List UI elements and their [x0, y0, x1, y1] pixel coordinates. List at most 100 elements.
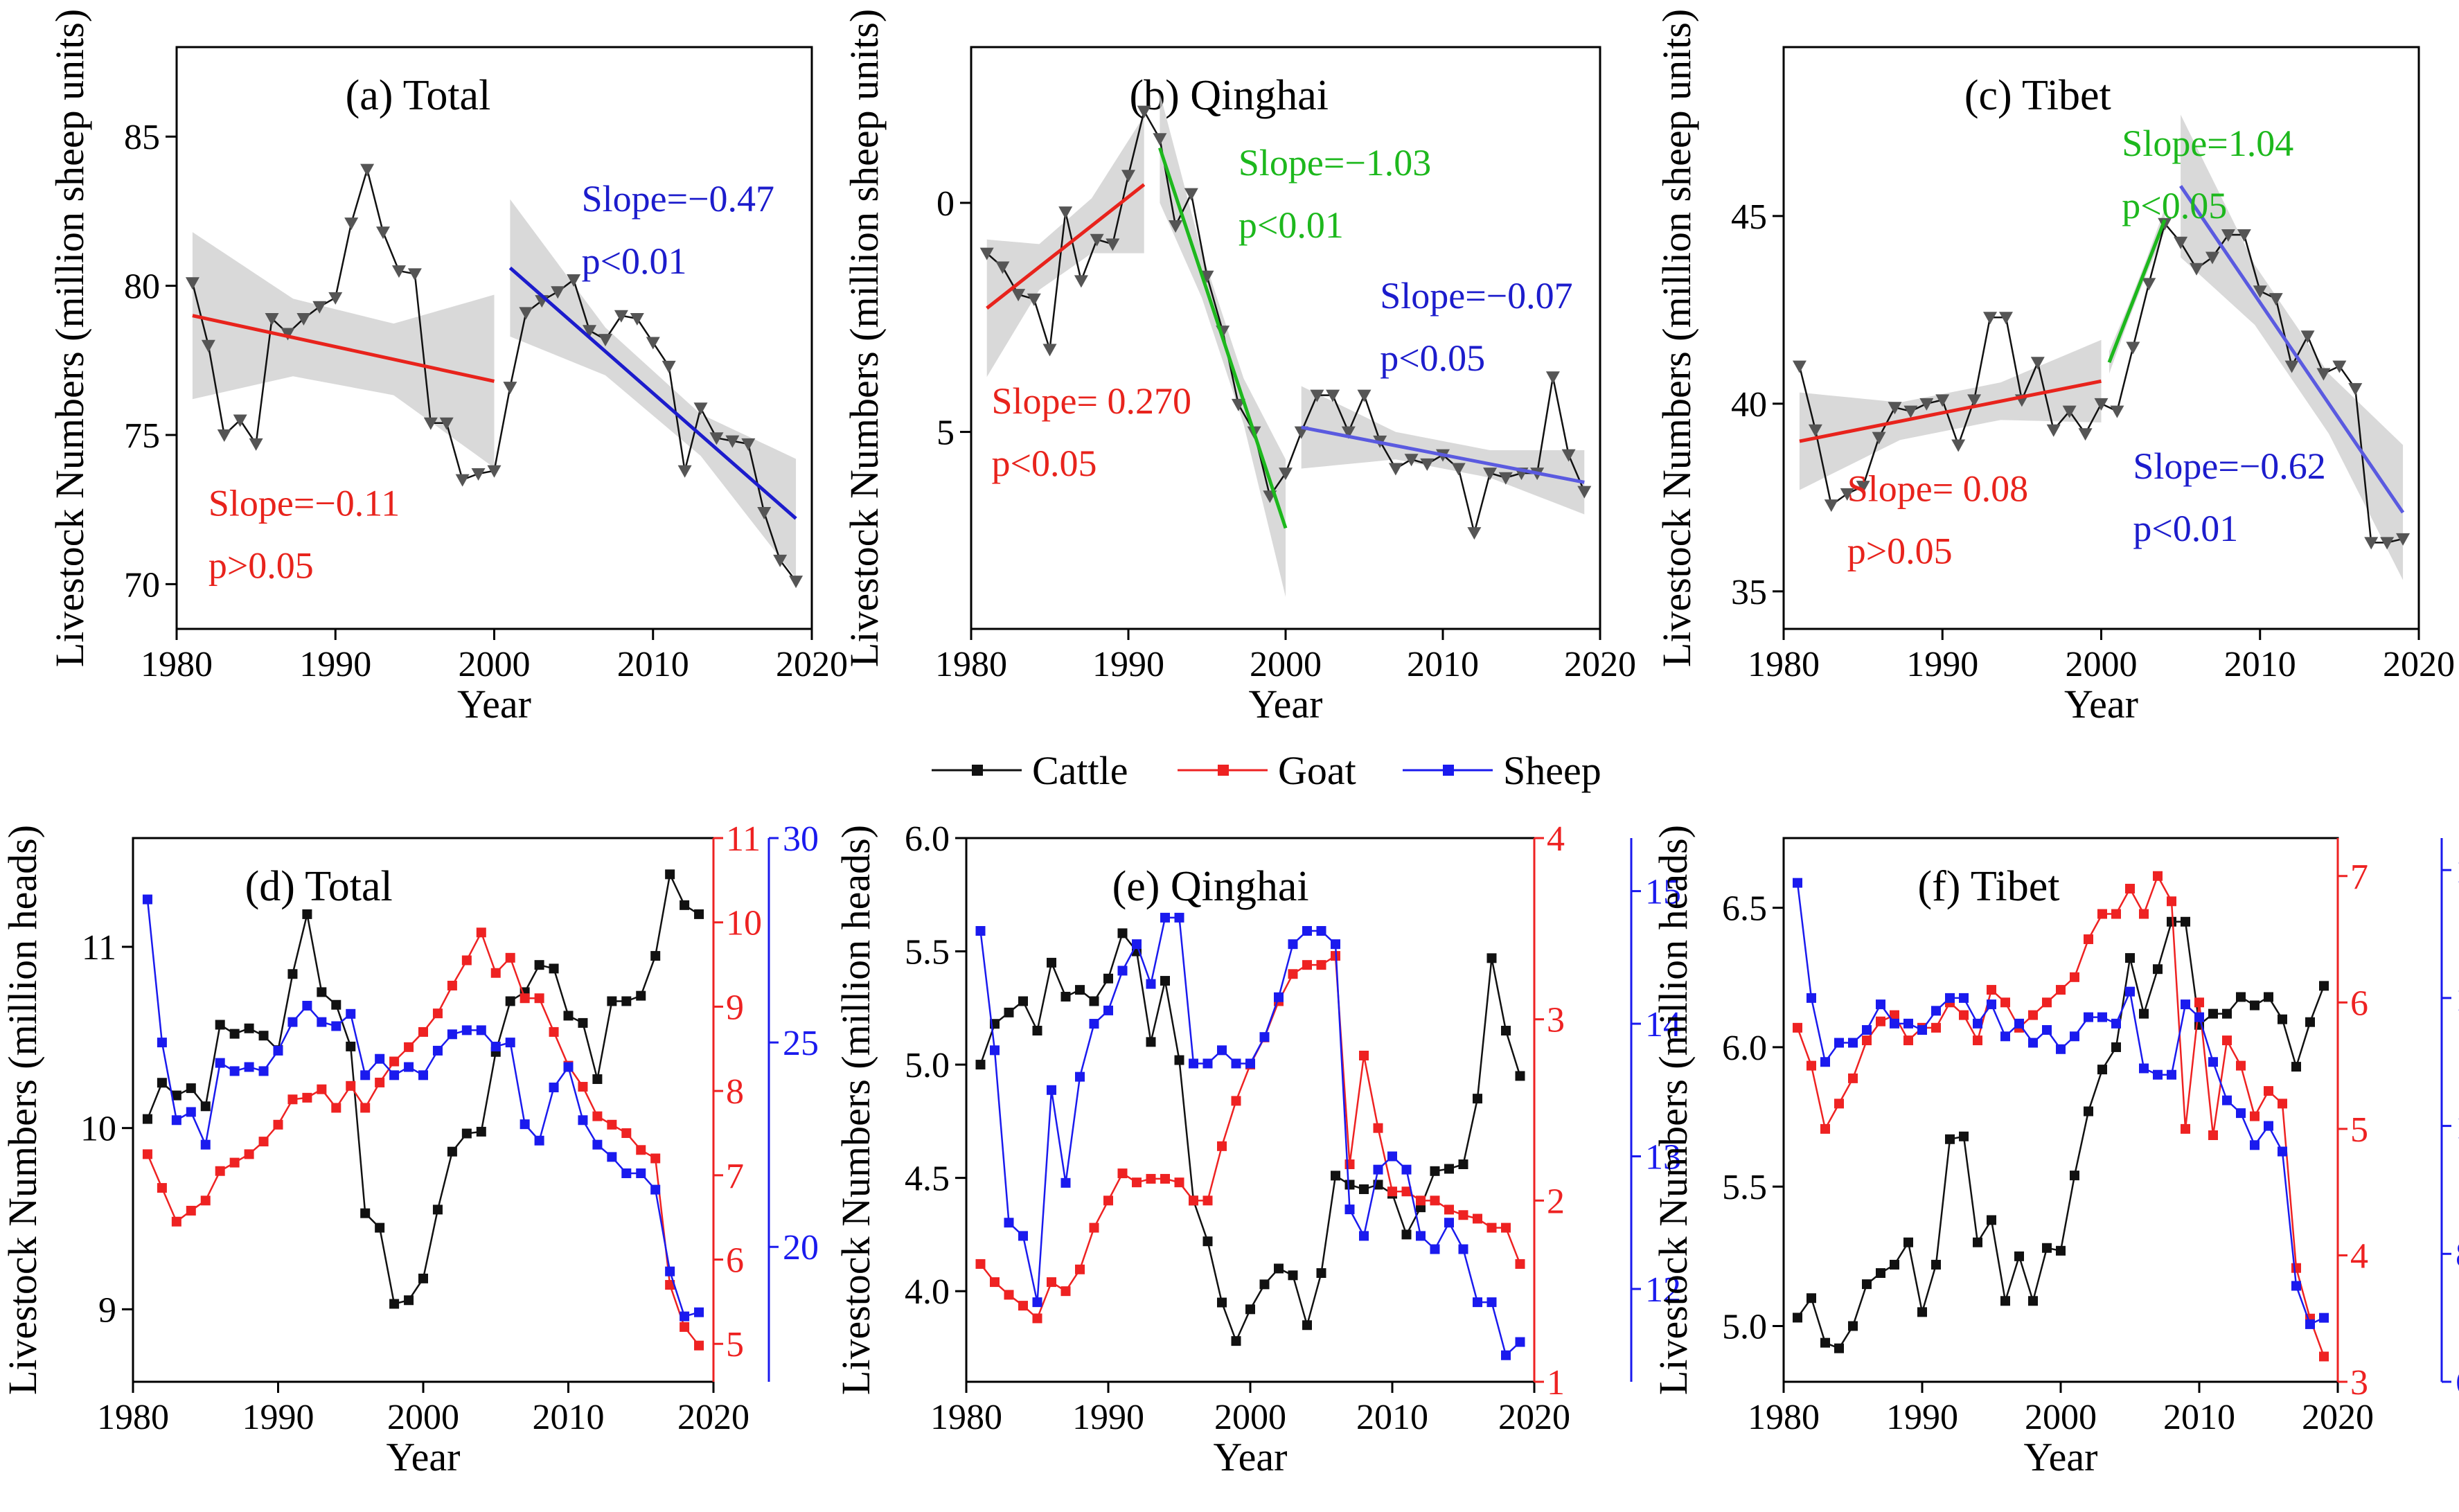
data-point-goat — [680, 1322, 690, 1332]
data-point-sheep — [1458, 1244, 1468, 1254]
y-axis-label: Livestock Numbers (million sheep units) — [47, 9, 92, 667]
data-point — [423, 417, 438, 430]
data-point-cattle — [1806, 1293, 1816, 1304]
chart-title: (d) Total — [245, 863, 393, 910]
data-point-cattle — [1231, 1336, 1241, 1346]
data-point-goat — [404, 1042, 414, 1052]
legend-label-goat: Goat — [1278, 748, 1356, 793]
data-point-cattle — [1890, 1259, 1899, 1270]
data-point-sheep — [1075, 1071, 1085, 1082]
goat-tick-label: 9 — [726, 988, 744, 1027]
data-point-cattle — [1931, 1259, 1941, 1270]
trend-line — [1158, 147, 1288, 529]
data-point-goat — [258, 1137, 269, 1147]
data-point-cattle — [1089, 996, 1099, 1006]
trend-line — [986, 183, 1146, 310]
data-point-sheep — [2084, 1012, 2093, 1022]
data-point-cattle — [1174, 1055, 1184, 1065]
data-point-cattle — [2084, 1106, 2093, 1117]
data-point-goat — [621, 1128, 632, 1138]
data-point-cattle — [346, 1041, 356, 1051]
goat-tick-label: 2 — [1547, 1182, 1565, 1221]
data-point-cattle — [2208, 1008, 2218, 1019]
data-point-sheep — [2070, 1031, 2079, 1042]
data-point-cattle — [2139, 1008, 2149, 1019]
data-point-sheep — [2125, 986, 2135, 997]
x-tick-label: 2010 — [617, 645, 689, 684]
goat-tick-label: 5 — [726, 1325, 744, 1364]
data-point-cattle — [1160, 976, 1170, 986]
data-point-goat — [360, 1103, 371, 1113]
x-tick-label: 2020 — [2383, 645, 2455, 684]
data-point-sheep — [171, 1115, 181, 1126]
data-point-goat — [2222, 1035, 2232, 1046]
data-point-sheep — [1987, 999, 1996, 1010]
data-point-goat — [244, 1149, 254, 1159]
data-point — [1483, 468, 1498, 481]
data-point-cattle — [389, 1299, 400, 1309]
data-point-goat — [215, 1166, 225, 1176]
series-line-cattle — [146, 871, 700, 1306]
goat-tick-label: 7 — [726, 1157, 744, 1196]
annotation-text: p<0.01 — [582, 240, 687, 282]
sheep-tick-label: 14 — [2456, 851, 2459, 891]
data-point — [1888, 402, 1902, 415]
data-point-cattle — [694, 909, 704, 919]
series-line-goat — [979, 954, 1521, 1320]
data-point-sheep — [1217, 1045, 1227, 1056]
data-point — [2142, 278, 2156, 291]
data-point-goat — [2278, 1099, 2287, 1109]
x-tick-label: 1980 — [1748, 645, 1820, 684]
x-tick-label: 1980 — [1748, 1398, 1820, 1437]
data-point — [662, 360, 676, 373]
x-tick-label: 2020 — [1498, 1398, 1570, 1437]
data-point-sheep — [1890, 1018, 1899, 1029]
data-point-cattle — [1075, 985, 1085, 995]
data-point-goat — [1202, 1195, 1213, 1206]
y-tick-label: 45 — [1731, 197, 1767, 237]
data-point-cattle — [650, 951, 661, 961]
data-point-goat — [1316, 960, 1326, 970]
data-point-sheep — [302, 1000, 312, 1011]
data-point-sheep — [1018, 1231, 1028, 1241]
data-point — [2190, 263, 2204, 276]
x-tick-label: 2010 — [2224, 645, 2296, 684]
data-point-cattle — [287, 969, 298, 979]
annotation-text: p<0.05 — [2122, 185, 2227, 226]
data-point-sheep — [1089, 1019, 1099, 1029]
goat-tick-label: 3 — [2350, 1363, 2368, 1403]
x-axis-label: Year — [1214, 1434, 1288, 1479]
data-point — [1137, 105, 1151, 118]
data-point — [217, 429, 231, 442]
data-point-goat — [1416, 1195, 1426, 1206]
annotation-text: p>0.05 — [1847, 531, 1953, 572]
data-point — [1326, 389, 1340, 402]
x-tick-label: 1980 — [935, 645, 1007, 684]
data-point-sheep — [592, 1139, 603, 1150]
data-point-goat — [1288, 969, 1298, 979]
data-point — [391, 265, 406, 278]
data-point-cattle — [2097, 1065, 2107, 1075]
data-point-goat — [302, 1092, 312, 1103]
data-point-goat — [171, 1216, 181, 1227]
data-point-sheep — [2097, 1012, 2107, 1022]
data-point-sheep — [1945, 993, 1955, 1003]
data-point — [1951, 439, 1966, 452]
data-point-sheep — [476, 1025, 486, 1035]
y-tick-label: 4.0 — [905, 1272, 950, 1312]
data-point-goat — [418, 1026, 428, 1037]
data-point-cattle — [607, 996, 617, 1006]
data-point-sheep — [317, 1017, 327, 1027]
data-point — [2396, 533, 2411, 546]
data-point-cattle — [1945, 1134, 1955, 1144]
y-tick-label: 10 — [80, 1110, 116, 1149]
data-point-sheep — [1047, 1085, 1056, 1095]
chart-title: (e) Qinghai — [1112, 863, 1309, 910]
data-point — [598, 334, 612, 347]
data-point-goat — [1890, 1010, 1899, 1020]
data-point-cattle — [418, 1273, 428, 1283]
data-point-sheep — [1793, 878, 1802, 888]
x-axis-label: Year — [1249, 682, 1323, 727]
y-tick-label: 70 — [124, 565, 160, 605]
data-point-goat — [346, 1080, 356, 1091]
